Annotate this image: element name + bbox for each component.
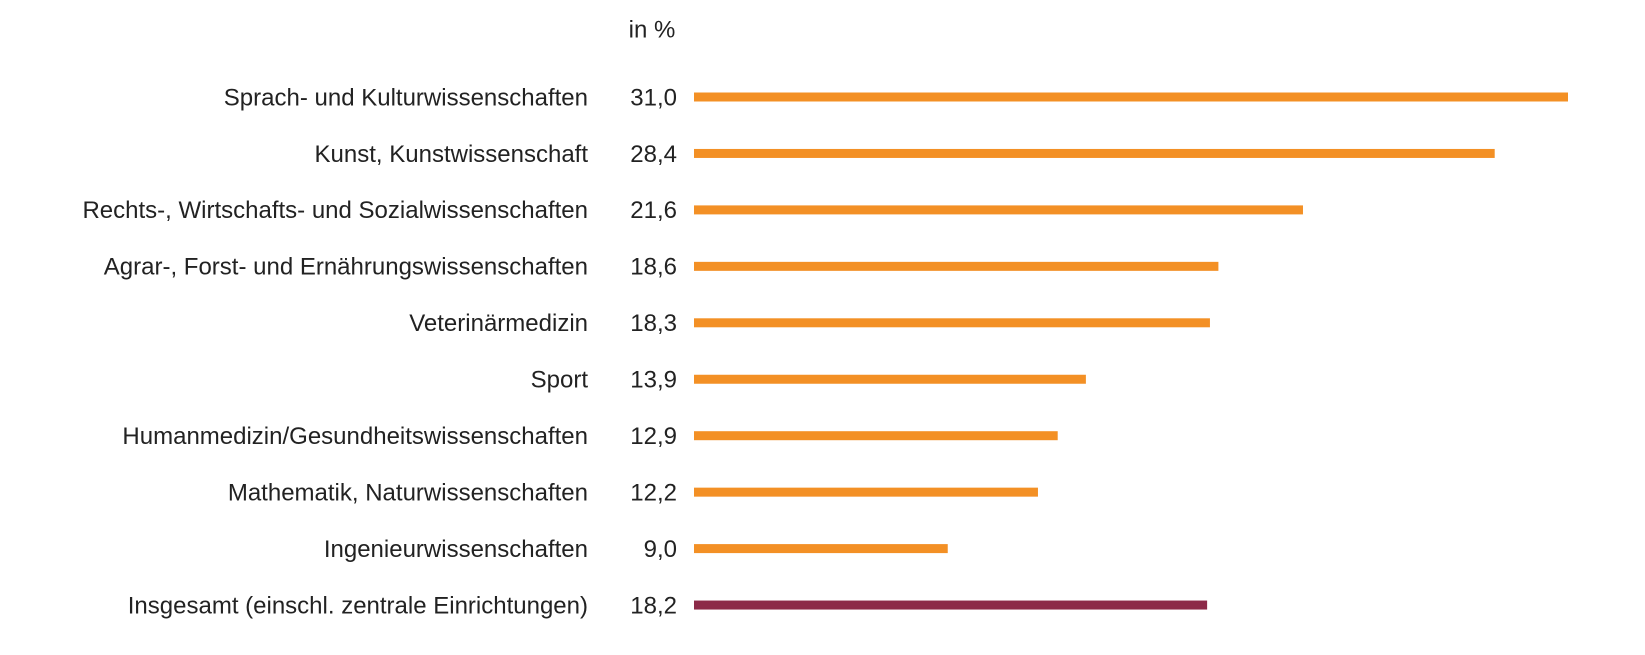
- value-label: 21,6: [630, 197, 677, 224]
- bar: [694, 92, 1568, 102]
- category-label: Mathematik, Naturwissenschaften: [228, 479, 588, 506]
- bar: [694, 318, 1210, 328]
- bar: [694, 487, 1038, 497]
- bar: [694, 148, 1495, 158]
- category-label: Rechts-, Wirtschafts- und Sozialwissensc…: [82, 197, 588, 224]
- bar: [694, 431, 1058, 441]
- category-label: Veterinärmedizin: [409, 310, 588, 337]
- category-label: Insgesamt (einschl. zentrale Einrichtung…: [128, 592, 588, 619]
- category-label: Ingenieurwissenschaften: [324, 536, 588, 563]
- value-label: 12,9: [630, 423, 677, 450]
- value-label: 12,2: [630, 479, 677, 506]
- unit-label: in %: [629, 16, 676, 43]
- bar: [694, 600, 1208, 610]
- value-label: 9,0: [644, 536, 677, 563]
- bar: [694, 261, 1219, 271]
- category-label: Sport: [531, 367, 589, 394]
- category-label: Kunst, Kunstwissenschaft: [315, 141, 589, 168]
- value-label: 13,9: [630, 367, 677, 394]
- bar: [694, 544, 948, 554]
- bar: [694, 374, 1086, 384]
- value-label: 28,4: [630, 141, 677, 168]
- category-label: Agrar-, Forst- und Ernährungswissenschaf…: [104, 254, 588, 281]
- category-label: Humanmedizin/Gesundheitswissenschaften: [122, 423, 588, 450]
- value-label: 18,2: [630, 592, 677, 619]
- value-label: 18,3: [630, 310, 677, 337]
- value-label: 18,6: [630, 254, 677, 281]
- bar: [694, 205, 1303, 215]
- category-label: Sprach- und Kulturwissenschaften: [224, 84, 588, 111]
- value-label: 31,0: [630, 84, 677, 111]
